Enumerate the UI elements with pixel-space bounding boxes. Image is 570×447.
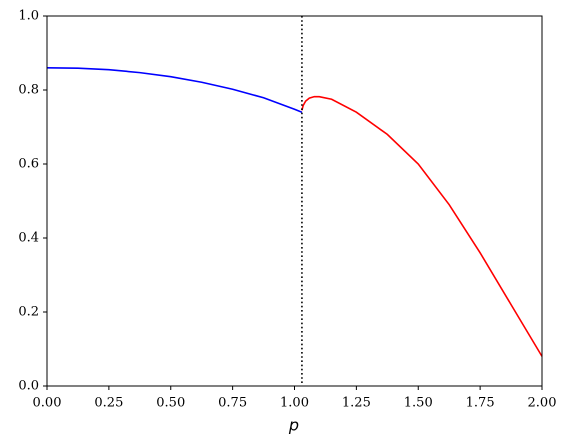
x-tick-label: 0.75	[218, 396, 247, 411]
x-axis-label: p	[288, 416, 299, 435]
x-tick-label: 0.50	[156, 396, 185, 411]
y-tick-label: 0.8	[18, 83, 39, 98]
y-tick-label: 0.4	[18, 231, 39, 246]
y-tick-label: 0.2	[18, 305, 39, 320]
y-tick-label: 1.0	[18, 9, 39, 24]
line-series	[46, 67, 303, 113]
y-tick-label: 0.0	[18, 379, 39, 394]
x-tick-label: 1.50	[404, 396, 433, 411]
plot-frame	[46, 15, 543, 387]
x-tick-label: 0.00	[33, 396, 62, 411]
x-tick-label: 2.00	[528, 396, 557, 411]
y-tick-label: 0.6	[18, 157, 39, 172]
x-tick-label: 1.25	[342, 396, 371, 411]
x-tick-label: 0.25	[94, 396, 123, 411]
x-tick-label: 1.00	[280, 396, 309, 411]
x-tick-label: 1.75	[466, 396, 495, 411]
line-series	[301, 95, 543, 357]
